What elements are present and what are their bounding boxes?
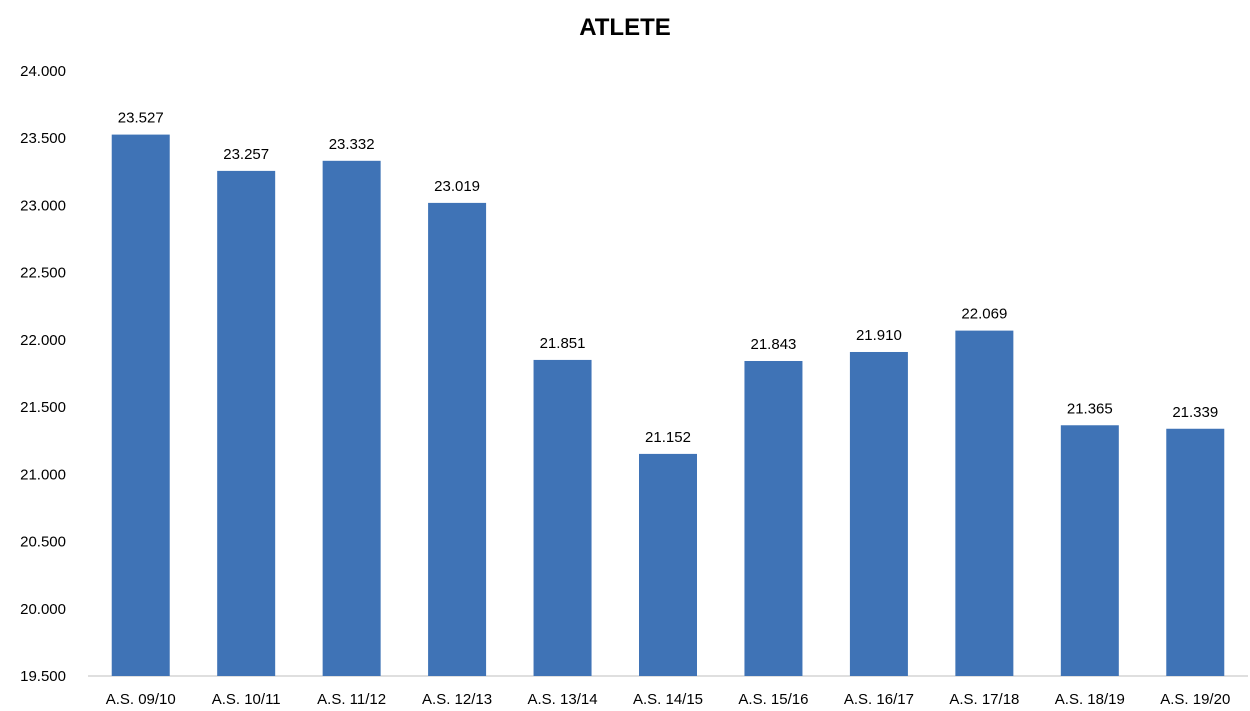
x-tick-label: A.S. 09/10 xyxy=(106,691,176,708)
chart-title: ATLETE xyxy=(579,14,671,41)
y-tick-label: 21.500 xyxy=(20,399,66,416)
bar xyxy=(217,170,276,677)
data-label: 22.069 xyxy=(961,306,1007,323)
bar xyxy=(639,453,697,676)
x-tick-label: A.S. 17/18 xyxy=(949,691,1019,708)
data-label: 23.257 xyxy=(223,146,269,163)
x-tick-label: A.S. 18/19 xyxy=(1055,691,1125,708)
x-tick-label: A.S. 19/20 xyxy=(1160,691,1230,708)
y-tick-label: 19.500 xyxy=(20,668,66,685)
y-tick-label: 22.500 xyxy=(20,265,66,282)
bar xyxy=(428,202,487,676)
y-tick-label: 21.000 xyxy=(20,466,66,483)
y-tick-label: 23.500 xyxy=(20,130,66,147)
bar xyxy=(849,351,908,676)
x-tick-label: A.S. 15/16 xyxy=(738,691,808,708)
x-tick-label: A.S. 13/14 xyxy=(528,691,598,708)
bar xyxy=(533,359,592,676)
y-tick-label: 23.000 xyxy=(20,197,66,214)
data-label: 21.843 xyxy=(751,336,797,353)
bar xyxy=(1166,428,1225,676)
data-label: 21.910 xyxy=(856,327,902,344)
bar xyxy=(1060,425,1119,676)
data-label: 21.851 xyxy=(540,335,586,352)
data-label: 21.152 xyxy=(645,429,691,446)
bar xyxy=(111,134,170,676)
data-label: 23.527 xyxy=(118,110,164,127)
x-tick-label: A.S. 11/12 xyxy=(317,691,386,708)
y-tick-label: 20.500 xyxy=(20,534,66,551)
data-label: 23.019 xyxy=(434,178,480,195)
x-tick-label: A.S. 10/11 xyxy=(212,691,281,708)
x-tick-label: A.S. 16/17 xyxy=(844,691,914,708)
x-tick-label: A.S. 12/13 xyxy=(422,691,492,708)
x-tick-label: A.S. 14/15 xyxy=(633,691,703,708)
y-tick-label: 24.000 xyxy=(20,63,66,80)
bar xyxy=(322,160,381,676)
y-tick-label: 20.000 xyxy=(20,601,66,618)
data-label: 21.339 xyxy=(1172,404,1218,421)
bar xyxy=(744,360,803,676)
data-label: 21.365 xyxy=(1067,400,1113,417)
y-tick-label: 22.000 xyxy=(20,332,66,349)
data-label: 23.332 xyxy=(329,136,375,153)
bar xyxy=(955,330,1014,676)
